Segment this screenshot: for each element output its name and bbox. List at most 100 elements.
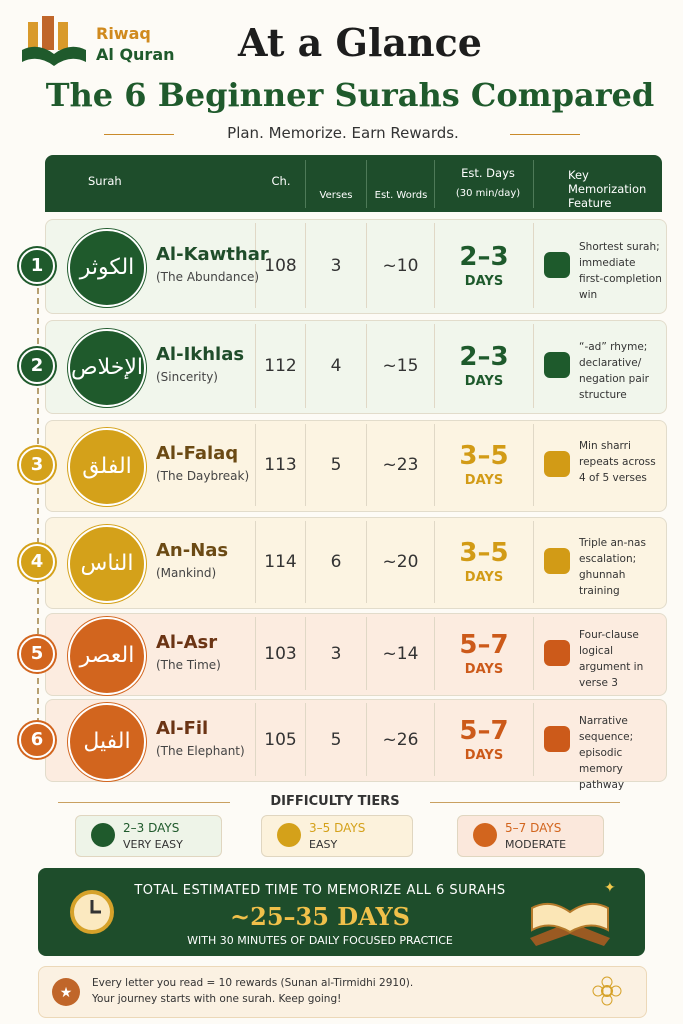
surah-name: An-Nas	[156, 540, 229, 561]
cell-divider	[434, 223, 435, 308]
surah-name: Al-Fil	[156, 717, 209, 739]
verses: 4	[330, 356, 342, 376]
surah-meaning: (The Abundance)	[156, 269, 260, 284]
column-header: Est. Days	[461, 166, 515, 180]
days: 2–3	[459, 342, 509, 372]
chapter: 105	[264, 729, 297, 750]
days-label: DAYS	[464, 374, 504, 389]
verses: 3	[330, 255, 342, 276]
row-number: 6	[19, 721, 55, 758]
total-value: ~25–35 DAYS	[230, 902, 410, 931]
row-number: 5	[19, 635, 55, 672]
brand-line2: Al Quran	[96, 45, 175, 64]
cell-divider	[305, 703, 306, 776]
feature-icon	[544, 548, 570, 574]
days-note: (30 min/day)	[455, 188, 521, 199]
footer-box	[38, 966, 647, 1018]
days-label: DAYS	[464, 747, 504, 763]
cell-divider	[366, 521, 367, 603]
words: ~20	[382, 552, 419, 572]
column-divider	[533, 160, 534, 208]
total-note: WITH 30 MINUTES OF DAILY FOCUSED PRACTIC…	[187, 934, 453, 947]
column-divider	[305, 160, 306, 208]
footer-line1: Every letter you read = 10 rewards (Suna…	[92, 977, 414, 989]
feature-icon	[544, 251, 570, 278]
arabic-medallion: الفلق	[68, 428, 146, 506]
tiers-area	[0, 798, 683, 803]
surah-name: Al-Ikhlas	[156, 344, 245, 365]
cell-divider	[434, 617, 435, 690]
cell-divider	[255, 617, 256, 690]
tier-range: 5–7 DAYS	[505, 821, 562, 835]
cell-divider	[434, 324, 435, 408]
verses: 5	[330, 455, 342, 475]
chapter: 108	[264, 255, 297, 276]
brand-line1: Riwaq	[96, 24, 151, 43]
table-header	[45, 155, 662, 212]
column-header: Key Memorization Feature	[568, 168, 647, 210]
tier-label: VERY EASY	[123, 838, 183, 851]
tiers-title: DIFFICULTY TIERS	[270, 794, 400, 809]
feature-icon	[544, 639, 570, 666]
feature: Narrative sequence; episodic memory path…	[579, 714, 634, 791]
cell-divider	[305, 424, 306, 506]
cell-divider	[366, 223, 367, 308]
cell-divider	[305, 521, 306, 603]
column-header: Est. Words	[374, 190, 428, 201]
surah-name: Al-Asr	[156, 631, 218, 653]
cell-divider	[366, 324, 367, 408]
tier-dot	[473, 823, 497, 847]
cell-divider	[366, 424, 367, 506]
flower-icon	[592, 976, 622, 1006]
row-number: 4	[19, 544, 55, 580]
tier-range: 3–5 DAYS	[309, 821, 366, 835]
cell-divider	[533, 223, 534, 308]
total-heading: TOTAL ESTIMATED TIME TO MEMORIZE ALL 6 S…	[134, 883, 506, 898]
tier-label: EASY	[309, 838, 338, 851]
days: 5–7	[459, 629, 509, 660]
cell-divider	[533, 324, 534, 408]
row-number: 2	[19, 348, 55, 384]
cell-divider	[533, 521, 534, 603]
cell-divider	[255, 223, 256, 308]
words: ~10	[382, 255, 419, 276]
feature: Shortest surah; immediate first-completi…	[579, 240, 662, 301]
surah-meaning: (The Time)	[156, 657, 221, 672]
words: ~26	[382, 729, 419, 750]
cell-divider	[366, 703, 367, 776]
clock-icon	[70, 890, 114, 934]
subtitle: The 6 Beginner Surahs Compared	[45, 76, 655, 114]
surah-meaning: (The Daybreak)	[156, 469, 250, 483]
days-label: DAYS	[464, 570, 504, 585]
tier-dot	[91, 823, 115, 847]
days-label: DAYS	[464, 473, 504, 488]
words: ~14	[382, 643, 419, 664]
verses: 3	[330, 643, 342, 664]
days-label: DAYS	[464, 273, 504, 289]
surah-meaning: (Sincerity)	[156, 370, 218, 384]
feature-icon	[544, 725, 570, 752]
tagline: Plan. Memorize. Earn Rewards.	[227, 124, 459, 142]
quran-icon: ✦	[530, 880, 616, 946]
timeline	[37, 258, 39, 734]
row-number: 1	[19, 247, 55, 284]
chapter: 112	[264, 356, 297, 376]
cell-divider	[305, 223, 306, 308]
days: 2–3	[459, 241, 509, 272]
cell-divider	[434, 424, 435, 506]
arabic-medallion: الفيل	[68, 702, 146, 781]
feature: Four-clause logical argument in verse 3	[579, 628, 644, 689]
cell-divider	[255, 703, 256, 776]
arabic-medallion: الناس	[68, 525, 146, 603]
column-header: Surah	[88, 174, 122, 188]
days: 5–7	[459, 715, 509, 746]
tier-dot	[277, 823, 301, 847]
days: 3–5	[459, 538, 509, 568]
feature-icon	[544, 352, 570, 378]
logo-icon	[22, 16, 86, 66]
feature: Triple an-nas escalation; ghunnah traini…	[579, 537, 646, 597]
divider	[58, 802, 230, 803]
chapter: 103	[264, 643, 297, 664]
cell-divider	[366, 617, 367, 690]
